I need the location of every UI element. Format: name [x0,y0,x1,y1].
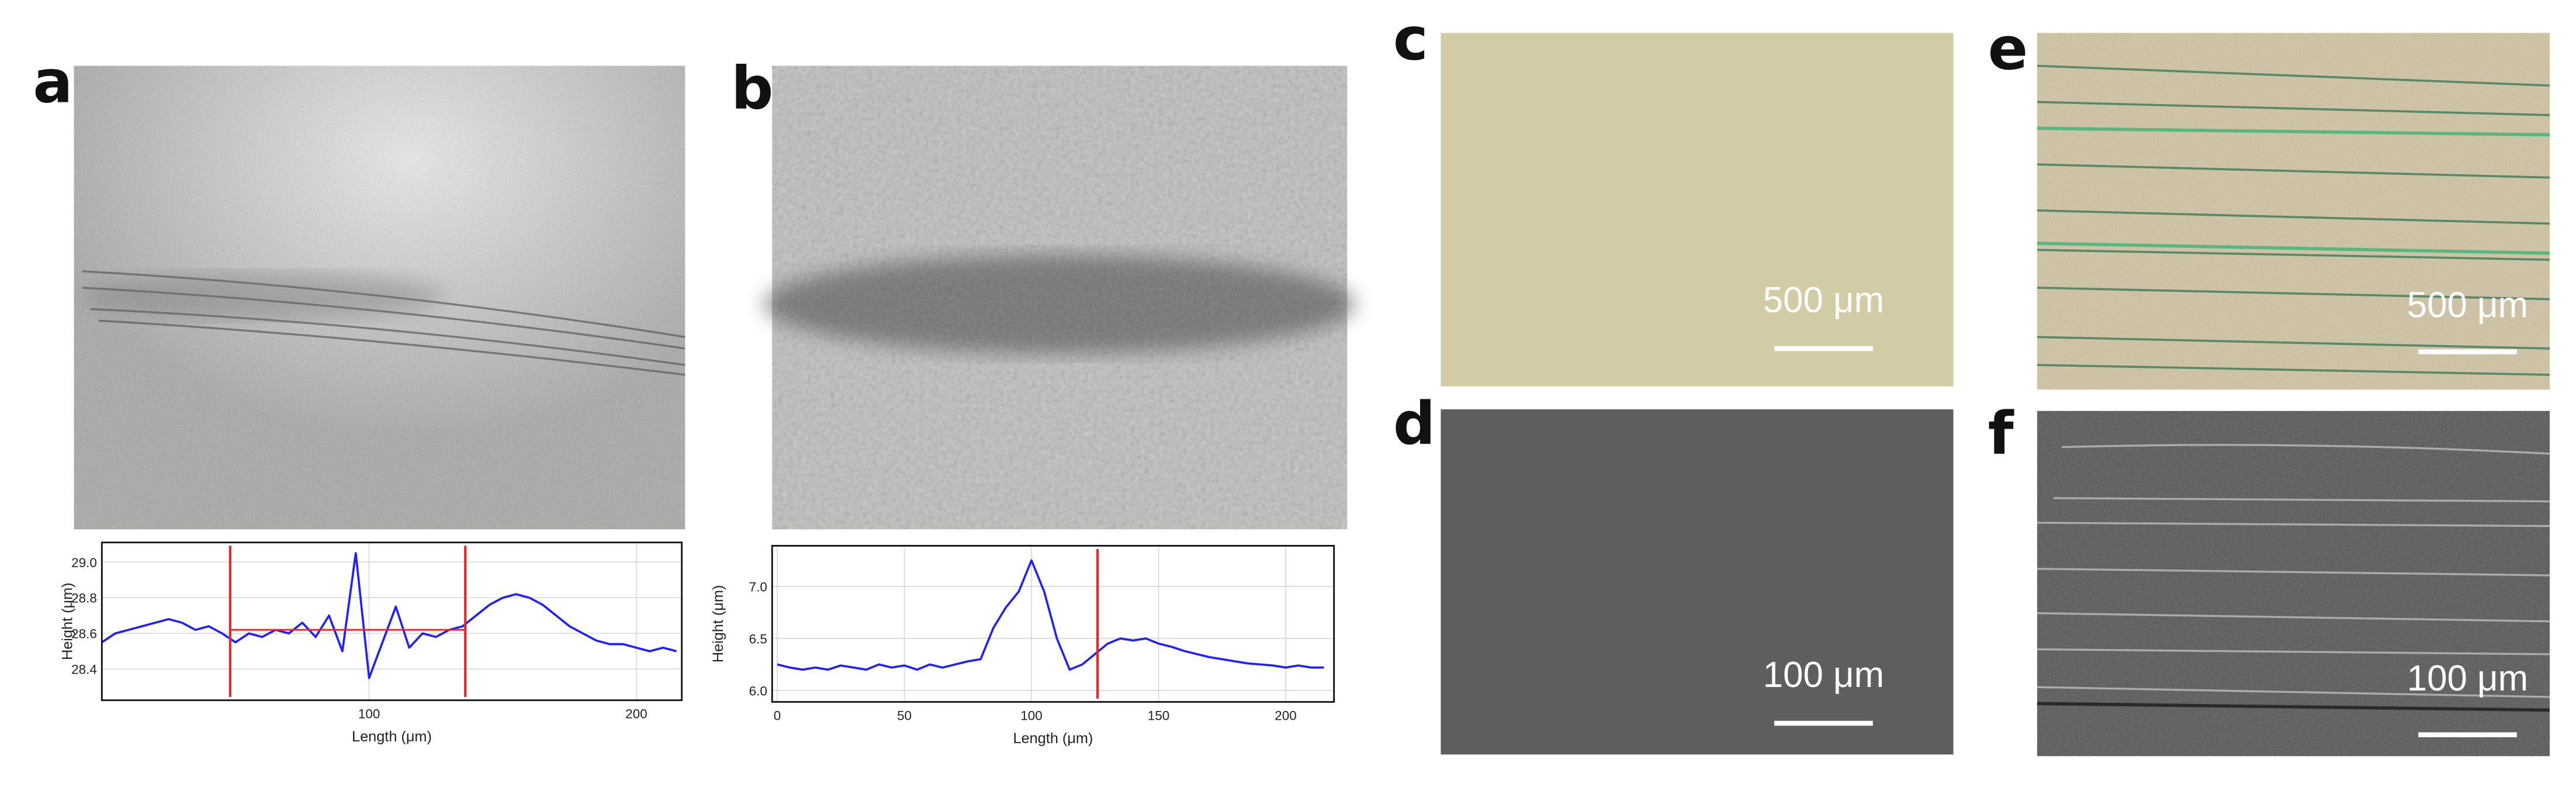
y-tick-label: 28.4 [71,662,97,677]
y-tick-label: 28.8 [71,591,97,606]
x-axis-label: Length (μm) [1013,730,1093,747]
x-tick-label: 150 [1148,708,1170,723]
y-tick-label: 6.5 [749,631,767,646]
y-tick-label: 6.0 [749,683,767,698]
micrograph-c [1441,33,1954,386]
x-tick-label: 200 [1275,708,1297,723]
panel-label: e [1988,14,2028,83]
plot-frame [101,541,683,702]
plot-frame [771,545,1335,703]
x-tick-label: 100 [1020,708,1042,723]
x-tick-label: 200 [625,707,648,721]
profile-line [101,552,677,679]
y-axis-label: Height (μm) [710,585,726,663]
panel-label: c [1393,4,1428,73]
panel-label: a [33,47,72,116]
panel-label: b [731,54,773,123]
scale-bar [1774,720,1873,726]
x-axis-label: Length (μm) [352,729,432,745]
y-axis-label: Height (μm) [60,582,76,660]
plot-background [102,542,682,700]
scale-bar-label: 100 μm [1763,655,1884,695]
x-tick-label: 0 [774,708,781,723]
panel-label: f [1988,399,2014,468]
x-tick-label: 50 [897,708,912,723]
y-tick-label: 28.6 [71,627,97,641]
micrograph-f [2037,410,2550,757]
y-tick-label: 29.0 [71,555,97,570]
micrograph-b [764,65,1356,530]
scale-bar-label: 500 μm [1763,280,1884,320]
y-tick-label: 7.0 [749,579,767,594]
scale-bar [1774,346,1873,351]
scale-bar [2418,732,2517,737]
scale-bar-label: 100 μm [2407,658,2528,699]
micrograph-a [74,65,685,530]
micrograph-e [2037,33,2550,390]
x-tick-label: 100 [358,707,380,721]
profile-line [777,559,1324,671]
scale-bar-label: 500 μm [2407,285,2528,326]
micrograph-d [1441,409,1954,755]
panel-label: d [1393,389,1435,458]
scale-bar [2418,349,2517,354]
